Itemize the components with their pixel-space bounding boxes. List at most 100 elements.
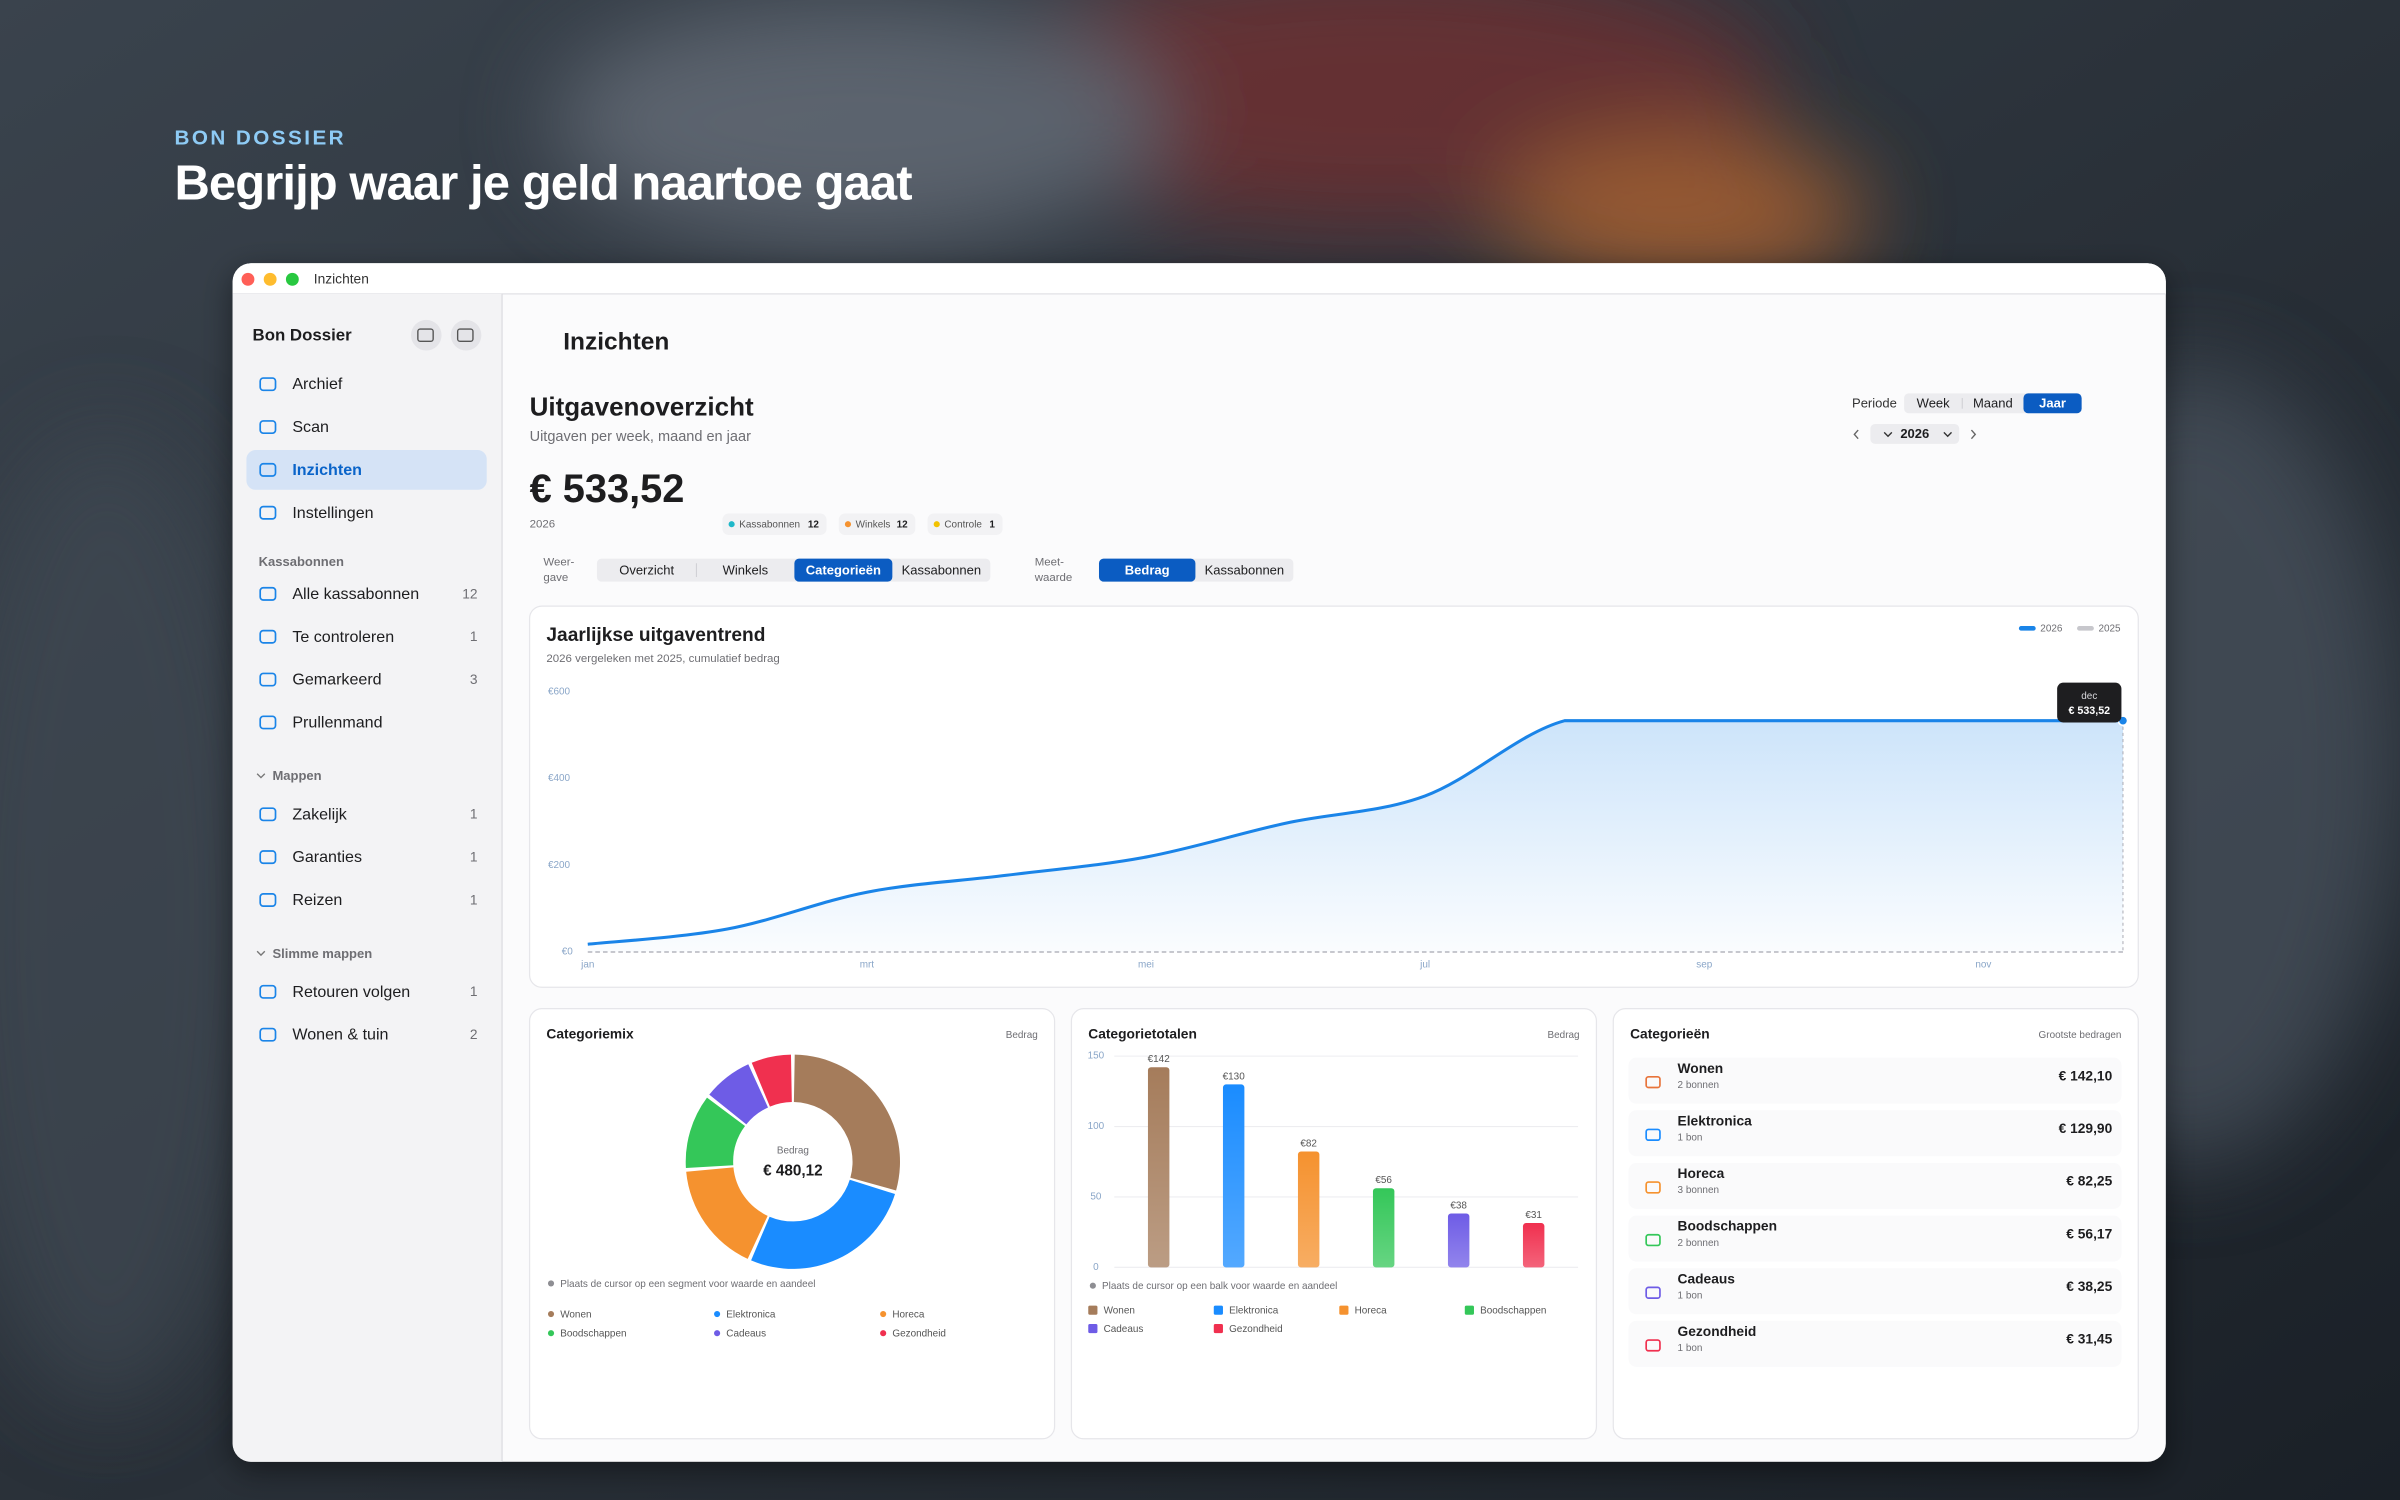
minimize-button[interactable] [263,272,277,286]
card-subtitle: Grootste bedragen [2039,1030,2122,1041]
year-picker[interactable] [1870,423,1960,444]
title-bar [232,263,2166,294]
chart-title: Jaarlijkse uitgaventrend [546,625,765,646]
icon [259,807,277,822]
donut-segment[interactable] [685,1097,746,1169]
sidebar-item: Gemarkeerd [292,671,381,689]
nav-item: Archief [292,375,343,393]
list-row[interactable] [1628,1110,2122,1157]
item-count: 3 [470,672,478,687]
segment-label[interactable]: Jaar [2039,396,2066,411]
bar-value-label: €56 [1375,1175,1392,1186]
legend-label: Cadeaus [726,1329,766,1340]
segment-selected[interactable] [794,558,893,582]
segment-label[interactable]: Kassabonnen [1205,562,1285,577]
icon [259,715,277,730]
bar-value-label: €130 [1223,1071,1246,1082]
icon [259,893,277,907]
donut-segment[interactable] [793,1054,900,1191]
y-tick-label: €200 [548,860,571,871]
y-tick-label: 150 [1088,1051,1105,1062]
legend-label: Boodschappen [1480,1306,1546,1317]
total-year: 2026 [530,518,556,530]
segment-selected[interactable] [1098,558,1196,582]
badge-count: 12 [808,520,820,531]
icon [259,629,277,644]
total-amount: € 533,52 [530,467,685,511]
icon [259,462,277,477]
segment-label[interactable]: Winkels [723,562,769,577]
x-tick-label: mrt [860,960,875,971]
segment-label[interactable]: Bedrag [1125,562,1170,577]
sidebar-item: Retouren volgen [292,983,410,1001]
tooltip [2057,682,2122,723]
donut-center-label: Bedrag [777,1146,809,1157]
badge-count: 12 [897,520,909,531]
icon [259,850,277,865]
item-count: 1 [470,850,478,865]
chart-hint: Plaats de cursor op een segment voor waa… [560,1279,815,1290]
category-name: Elektronica [1678,1113,1753,1128]
window-title: Inzichten [314,272,369,287]
legend-label: 2025 [2098,624,2121,635]
donut-segment[interactable] [709,1064,769,1125]
segment-label[interactable]: Categorieën [806,562,881,577]
close-button[interactable] [241,272,255,286]
new-smart-folder-button[interactable] [450,319,482,351]
legend-label: 2026 [2040,624,2063,635]
badge-label: Controle [944,520,982,531]
category-icon [1645,1128,1661,1141]
category-count: 3 bonnen [1678,1185,1719,1196]
overview-heading: Uitgavenoverzicht [530,392,754,422]
donut-center-value: € 480,12 [763,1163,823,1180]
category-amount: € 31,45 [2066,1332,2112,1347]
sidebar-item: Zakelijk [292,805,347,823]
new-folder-button[interactable] [410,319,442,351]
segment-selected[interactable] [2023,393,2082,414]
list-row[interactable] [1628,1268,2122,1315]
chart-hint: Plaats de cursor op een balk voor waarde… [1102,1281,1337,1292]
next-year[interactable] [1970,429,1977,440]
sidebar-item: Alle kassabonnen [292,585,419,603]
segment-label[interactable]: Week [1917,396,1950,411]
donut-segment[interactable] [686,1167,768,1259]
segment-label[interactable]: Maand [1973,396,2013,411]
legend-swatch [1088,1323,1098,1334]
y-tick-label: €600 [548,686,571,697]
category-name: Gezondheid [1678,1324,1757,1339]
y-tick-label: 0 [1093,1262,1099,1273]
section-title: Slimme mappen [272,946,372,961]
list-row[interactable] [1628,1320,2122,1367]
donut-segment[interactable] [751,1179,896,1269]
folder-icon [417,328,434,343]
list-row[interactable] [1628,1057,2122,1104]
category-amount: € 129,90 [2059,1121,2113,1136]
segment-label[interactable]: Kassabonnen [902,562,982,577]
previous-year[interactable] [1853,429,1859,440]
tooltip-value: € 533,52 [2068,705,2110,717]
legend-swatch [1464,1305,1474,1315]
bar-shine [1297,1151,1320,1268]
legend-swatch [2077,626,2094,631]
donut-segment[interactable] [751,1054,792,1107]
y-tick-label: €0 [562,947,574,958]
selected-nav-background [246,450,487,490]
segment-label[interactable]: Overzicht [619,562,674,577]
page-title: Inzichten [563,328,669,355]
tooltip-category: dec [2081,691,2097,702]
bar-value-label: €31 [1525,1210,1542,1221]
zoom-button[interactable] [285,272,299,286]
legend-label: Horeca [1355,1306,1388,1317]
list-row[interactable] [1628,1215,2122,1262]
icon [259,505,277,520]
sidebar-item: Prullenmand [292,713,382,731]
y-tick-label: €400 [548,773,571,784]
category-count: 2 bonnen [1678,1080,1719,1091]
list-row[interactable] [1628,1162,2122,1209]
item-count: 1 [470,807,478,822]
legend-swatch [1088,1305,1098,1315]
year-picker-chevrons [1883,431,1953,438]
bar-shine [1372,1188,1395,1268]
